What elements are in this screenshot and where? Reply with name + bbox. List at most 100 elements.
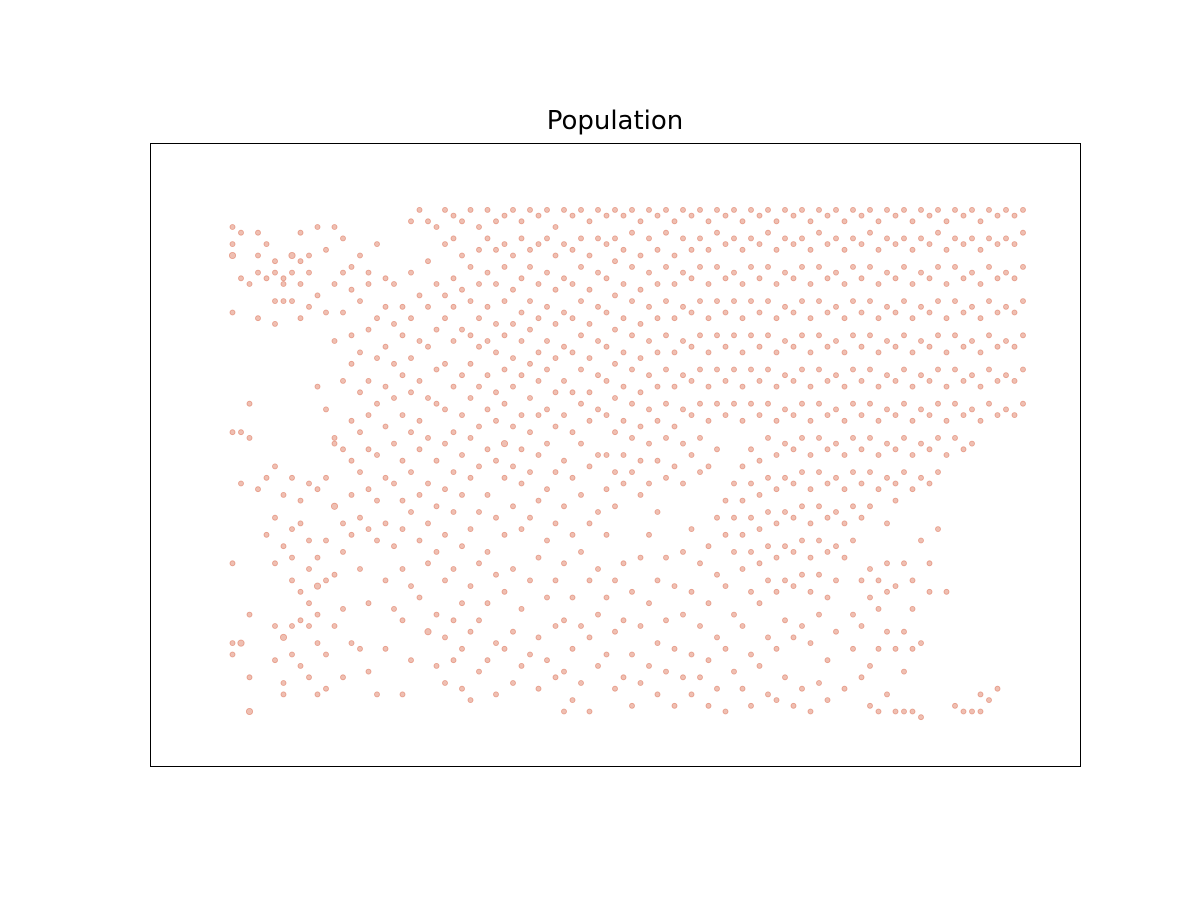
- data-point: [450, 212, 457, 219]
- data-point: [1011, 343, 1018, 350]
- data-point: [374, 241, 380, 248]
- data-point: [493, 417, 499, 424]
- data-point: [739, 315, 746, 322]
- data-point: [391, 606, 397, 612]
- data-point: [875, 281, 882, 287]
- data-point: [765, 634, 771, 641]
- data-point: [476, 224, 482, 230]
- data-point: [501, 645, 508, 652]
- data-point: [348, 417, 355, 424]
- data-point: [748, 702, 754, 709]
- data-point: [765, 543, 771, 550]
- data-point: [807, 281, 814, 287]
- data-point: [527, 298, 533, 305]
- data-point: [841, 383, 848, 390]
- data-point: [374, 452, 380, 458]
- data-point: [952, 366, 958, 373]
- data-point: [646, 372, 652, 379]
- data-point: [833, 509, 839, 515]
- data-point: [952, 298, 958, 305]
- data-point: [731, 400, 737, 407]
- data-point: [391, 480, 397, 487]
- data-point: [500, 440, 509, 448]
- data-point: [314, 224, 321, 230]
- data-point: [629, 263, 635, 270]
- data-point: [833, 474, 839, 481]
- data-point: [739, 417, 746, 424]
- data-point: [382, 520, 389, 527]
- data-point: [765, 509, 771, 515]
- data-point: [858, 412, 865, 419]
- data-point: [289, 298, 295, 305]
- data-point: [918, 714, 924, 721]
- data-point: [595, 372, 601, 379]
- data-point: [1020, 206, 1026, 213]
- data-point: [544, 303, 550, 310]
- data-point: [858, 377, 865, 384]
- data-point: [892, 708, 899, 715]
- data-point: [943, 588, 950, 595]
- data-point: [612, 292, 618, 299]
- data-point: [535, 497, 542, 504]
- data-point: [884, 560, 890, 567]
- data-point: [748, 549, 754, 555]
- data-point: [663, 298, 669, 305]
- data-point: [807, 708, 814, 715]
- data-point: [595, 303, 601, 310]
- data-point: [858, 275, 865, 282]
- data-point: [263, 474, 270, 481]
- data-point: [969, 372, 975, 379]
- data-point: [892, 212, 899, 219]
- data-point: [289, 554, 295, 561]
- data-point: [433, 366, 440, 373]
- data-point: [680, 338, 686, 344]
- data-point: [603, 594, 610, 601]
- data-point: [688, 212, 695, 219]
- data-point: [637, 320, 644, 327]
- data-point: [578, 440, 584, 447]
- data-point: [841, 315, 848, 322]
- data-point: [365, 446, 372, 453]
- data-point: [510, 503, 516, 510]
- data-point: [824, 446, 831, 453]
- data-point: [255, 486, 261, 493]
- data-point: [952, 400, 958, 407]
- data-point: [323, 651, 329, 658]
- data-point: [433, 611, 440, 618]
- data-point: [986, 400, 992, 407]
- data-point: [807, 246, 814, 253]
- data-point: [935, 332, 941, 339]
- data-point: [578, 623, 584, 629]
- data-point: [926, 212, 933, 219]
- data-point: [722, 212, 729, 219]
- data-point: [297, 617, 304, 624]
- data-point: [765, 577, 771, 584]
- data-point: [612, 469, 618, 476]
- data-point: [330, 502, 339, 510]
- data-point: [756, 212, 763, 219]
- data-point: [697, 434, 703, 441]
- data-point: [790, 377, 797, 384]
- data-point: [416, 446, 423, 453]
- data-point: [841, 281, 848, 287]
- data-point: [867, 566, 873, 572]
- data-point: [790, 241, 797, 248]
- data-point: [739, 623, 746, 629]
- data-point: [535, 685, 542, 692]
- data-point: [943, 218, 950, 225]
- data-point: [476, 383, 482, 390]
- data-point: [765, 298, 771, 305]
- data-point: [790, 412, 797, 419]
- data-point: [646, 663, 652, 669]
- data-point: [433, 663, 440, 669]
- data-point: [646, 531, 652, 538]
- data-point: [909, 606, 916, 612]
- data-point: [280, 691, 287, 698]
- data-point: [612, 206, 618, 213]
- data-point: [476, 315, 482, 322]
- data-point: [875, 606, 882, 612]
- data-point: [578, 235, 584, 242]
- data-point: [901, 434, 907, 441]
- data-point: [637, 355, 644, 362]
- data-point: [977, 349, 984, 356]
